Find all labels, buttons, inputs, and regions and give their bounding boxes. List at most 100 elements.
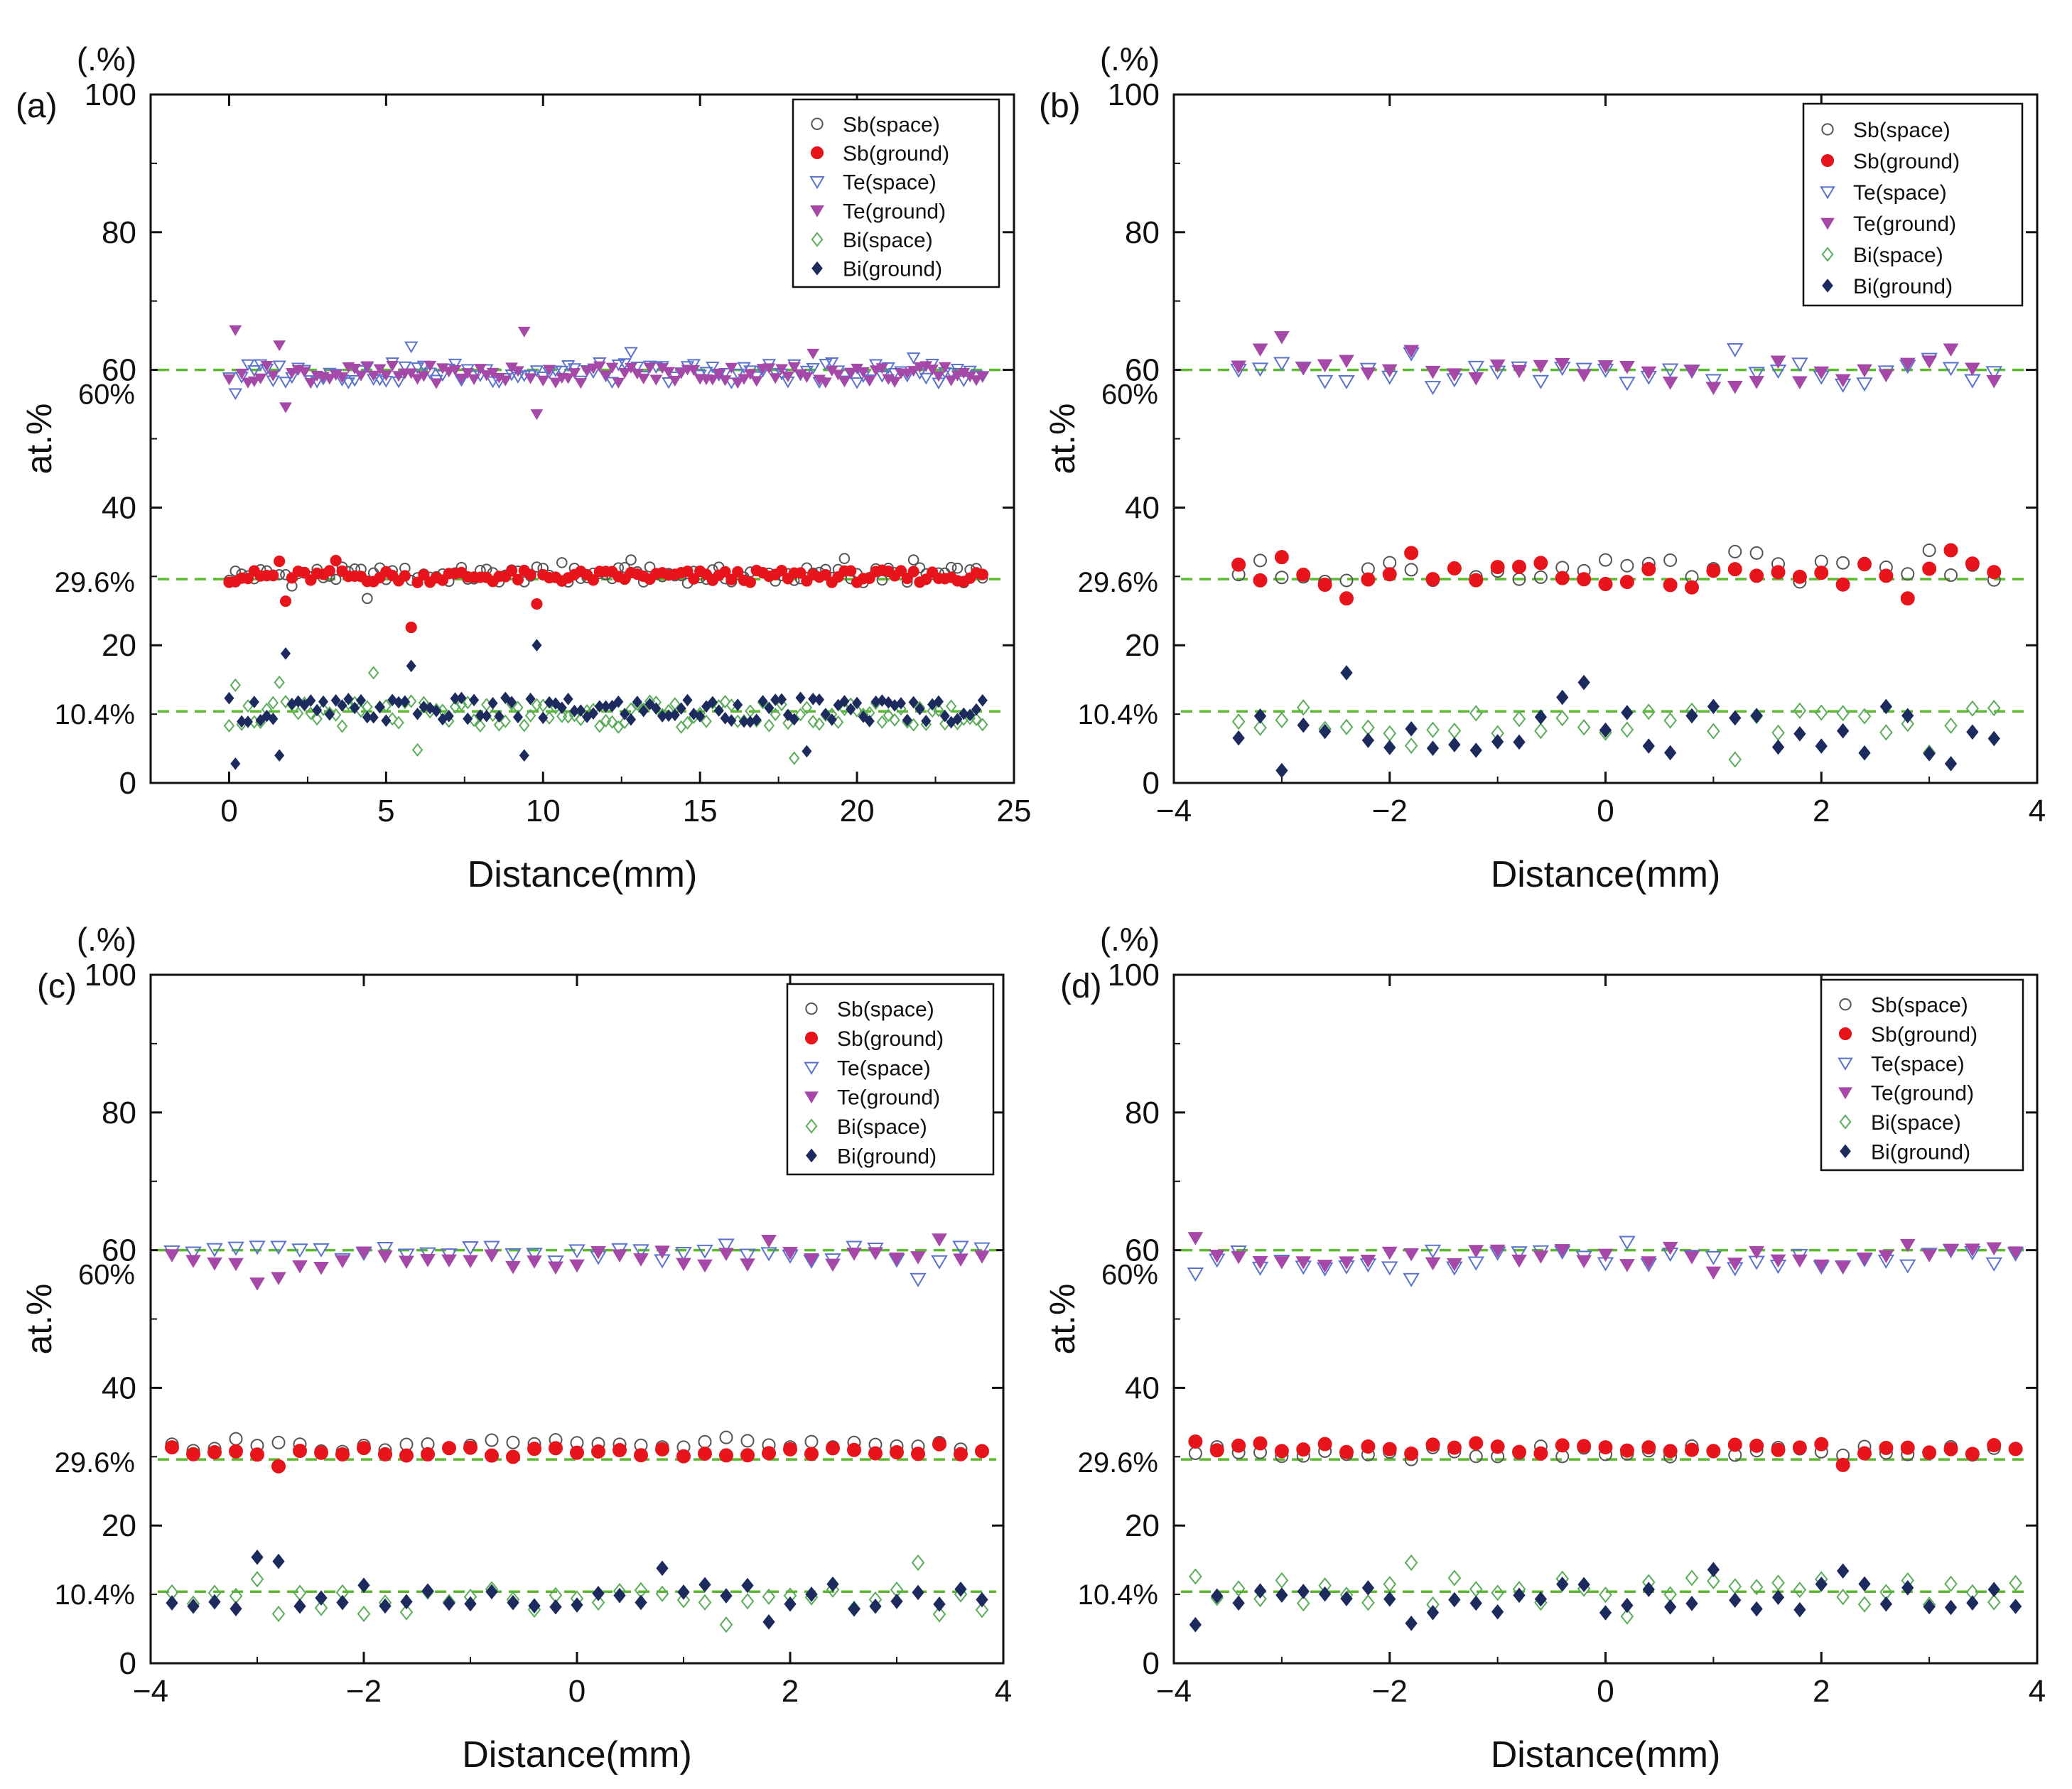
data-point-te-ground bbox=[1533, 1250, 1549, 1264]
data-point-sb-ground bbox=[1922, 561, 1937, 576]
x-axis-title: Distance(mm) bbox=[1491, 854, 1721, 895]
legend-marker-te-space bbox=[1838, 1057, 1853, 1071]
data-point-te-space bbox=[1856, 377, 1873, 392]
data-point-te-ground bbox=[524, 373, 537, 384]
data-point-te-ground bbox=[1403, 345, 1419, 358]
data-point-bi-ground bbox=[525, 692, 536, 706]
data-point-bi-ground bbox=[1836, 723, 1850, 739]
data-point-te-ground bbox=[863, 376, 876, 387]
legend-marker-bi-ground bbox=[806, 1148, 817, 1163]
data-point-te-ground bbox=[976, 371, 989, 382]
data-point-sb-ground bbox=[744, 576, 756, 588]
data-point-te-ground bbox=[712, 369, 725, 380]
data-point-te-ground bbox=[725, 362, 738, 374]
data-point-bi-ground bbox=[921, 714, 932, 728]
data-point-bi-space bbox=[1555, 710, 1570, 727]
x-tick-label: −4 bbox=[1156, 794, 1192, 828]
data-point-te-ground bbox=[590, 1245, 606, 1260]
data-point-te-space bbox=[1705, 374, 1722, 389]
data-point-te-ground bbox=[1468, 372, 1484, 386]
data-point-sb-space bbox=[1339, 573, 1354, 588]
data-point-sb-ground bbox=[1577, 572, 1592, 587]
data-point-te-ground bbox=[1878, 1250, 1894, 1264]
x-tick-label: −4 bbox=[133, 1674, 168, 1709]
data-point-bi-ground bbox=[820, 708, 831, 720]
x-tick-label: −2 bbox=[1372, 1674, 1408, 1709]
data-point-te-ground bbox=[618, 367, 632, 379]
x-tick-label: 0 bbox=[1597, 1674, 1614, 1709]
legend-marker-sb-space bbox=[1839, 998, 1852, 1011]
data-point-sb-ground bbox=[1685, 580, 1699, 595]
data-point-bi-space bbox=[562, 710, 574, 724]
y-tick-label: 60 bbox=[102, 353, 136, 388]
data-point-sb-ground bbox=[1814, 566, 1829, 580]
y-tick-label: 100 bbox=[1108, 958, 1160, 993]
data-point-bi-ground bbox=[293, 695, 303, 708]
data-point-bi-ground bbox=[1771, 1589, 1785, 1606]
data-point-te-ground bbox=[228, 1258, 244, 1272]
data-point-bi-ground bbox=[507, 696, 517, 709]
data-point-sb-ground bbox=[1296, 568, 1311, 583]
data-point-te-ground bbox=[775, 364, 788, 375]
data-point-sb-ground bbox=[1188, 1434, 1203, 1449]
data-point-sb-ground bbox=[242, 573, 254, 585]
legend-marker-bi-ground bbox=[1822, 279, 1833, 293]
data-point-bi-ground bbox=[698, 1577, 711, 1593]
data-point-bi-space bbox=[1469, 705, 1483, 722]
data-point-sb-ground bbox=[698, 1446, 712, 1461]
data-point-sb-space bbox=[951, 562, 964, 574]
data-point-te-space bbox=[624, 347, 638, 359]
data-point-bi-ground bbox=[701, 700, 712, 713]
data-point-sb-ground bbox=[506, 1449, 520, 1464]
data-point-bi-ground bbox=[237, 715, 247, 728]
data-point-bi-space bbox=[1275, 711, 1289, 729]
data-point-sb-ground bbox=[293, 1444, 307, 1459]
data-point-te-ground bbox=[654, 1245, 670, 1259]
data-point-sb-ground bbox=[378, 1447, 392, 1461]
data-point-te-space bbox=[910, 1272, 927, 1287]
data-point-bi-space bbox=[594, 719, 605, 733]
data-point-sb-ground bbox=[1814, 1437, 1829, 1452]
legend-box bbox=[786, 983, 995, 1176]
reference-label: 60% bbox=[1101, 379, 1158, 411]
data-point-sb-space bbox=[907, 554, 919, 566]
data-point-bi-ground bbox=[933, 1596, 946, 1612]
data-point-bi-ground bbox=[802, 745, 812, 758]
data-point-te-ground bbox=[569, 1259, 585, 1273]
data-point-bi-space bbox=[1663, 712, 1677, 729]
data-point-te-ground bbox=[505, 1260, 521, 1275]
data-point-sb-ground bbox=[399, 570, 411, 582]
data-point-bi-ground bbox=[1318, 1586, 1332, 1602]
data-point-sb-ground bbox=[1339, 591, 1354, 606]
data-point-sb-ground bbox=[1317, 1437, 1332, 1452]
legend-label-te-ground: Te(ground) bbox=[1871, 1082, 1974, 1106]
data-point-sb-space bbox=[1253, 553, 1267, 568]
data-point-bi-space bbox=[889, 713, 900, 727]
data-point-te-ground bbox=[386, 361, 399, 372]
data-point-sb-ground bbox=[1727, 562, 1742, 577]
data-point-bi-ground bbox=[846, 703, 856, 716]
data-point-te-ground bbox=[687, 365, 701, 377]
data-point-te-ground bbox=[455, 373, 468, 384]
series-bi-ground bbox=[166, 1549, 988, 1630]
data-point-bi-space bbox=[977, 718, 988, 732]
legend-marker-sb-space bbox=[1821, 123, 1834, 136]
data-point-bi-space bbox=[1987, 699, 2001, 717]
legend-marker-te-space bbox=[1820, 186, 1835, 200]
data-point-bi-space bbox=[1814, 704, 1828, 721]
data-point-te-ground bbox=[1878, 369, 1894, 383]
data-point-te-space bbox=[931, 1255, 948, 1270]
legend-label-bi-ground: Bi(ground) bbox=[1871, 1140, 1970, 1164]
data-point-sb-space bbox=[1663, 553, 1678, 567]
data-point-te-ground bbox=[907, 366, 920, 377]
data-point-te-ground bbox=[1274, 331, 1290, 345]
data-point-te-ground bbox=[260, 360, 274, 372]
data-point-te-ground bbox=[637, 373, 650, 384]
data-point-sb-ground bbox=[1965, 1447, 1980, 1461]
data-point-sb-ground bbox=[1900, 591, 1915, 606]
data-point-bi-ground bbox=[777, 693, 787, 706]
data-point-te-ground bbox=[1489, 360, 1506, 373]
data-point-te-ground bbox=[1295, 1256, 1312, 1270]
data-point-bi-space bbox=[807, 715, 819, 729]
data-point-te-ground bbox=[625, 362, 637, 374]
